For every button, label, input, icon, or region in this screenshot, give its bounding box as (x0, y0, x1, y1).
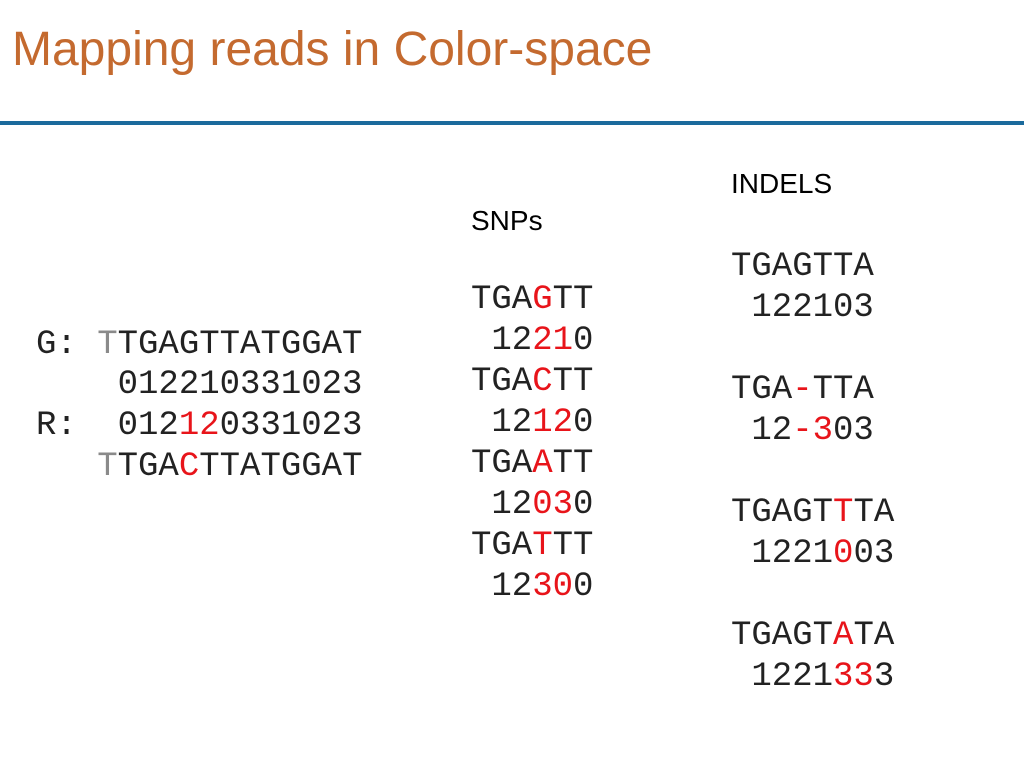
segment: 21 (532, 322, 574, 360)
segment: TGA (471, 527, 533, 565)
segment: TGAGT (731, 617, 834, 655)
segment: TGA (471, 445, 533, 483)
indel-line: TGAGTTA (731, 250, 874, 284)
segment: TT (552, 363, 594, 401)
segment: TGA (471, 363, 533, 401)
segment: TT (552, 445, 594, 483)
segment: C (178, 448, 200, 486)
snp-line: TGATTT (471, 529, 593, 563)
segment: 03 (532, 486, 574, 524)
genome-line: G: TTGAGTTATGGAT (36, 328, 362, 362)
segment: 12 (178, 407, 220, 445)
segment: 12 (471, 486, 533, 524)
segment: T (97, 448, 118, 486)
segment: TGAGTTA (731, 248, 874, 286)
segment: TTATGGAT (199, 448, 363, 486)
read-line: TTGACTTATGGAT (36, 450, 362, 484)
segment: 12 (532, 404, 574, 442)
segment: TGA (471, 281, 533, 319)
segment: 012210331023 (36, 366, 363, 404)
segment: 122103 (731, 289, 874, 327)
segment: T (833, 494, 854, 532)
indel-line: TGAGTATA (731, 619, 894, 653)
slide-title: Mapping reads in Color-space (12, 23, 653, 76)
segment: 33 (833, 658, 874, 696)
indels-heading: INDELS (731, 168, 833, 199)
snp-line: 12120 (471, 406, 593, 440)
genome-colors: 012210331023 (36, 366, 363, 404)
indel-line: 12-303 (731, 412, 874, 450)
segment: - (792, 371, 813, 409)
snp-line: TGACTT (471, 365, 593, 399)
segment: A (532, 445, 553, 483)
title-rule (0, 121, 1024, 125)
segment: C (532, 363, 553, 401)
snp-line: 12210 (471, 324, 593, 358)
segment: 12 (471, 404, 533, 442)
segment: TGA (731, 371, 793, 409)
indel-line: TGAGTTTA (731, 496, 894, 530)
segment: T (97, 326, 118, 364)
segment: 0 (573, 486, 594, 524)
segment: 12 (471, 568, 533, 606)
segment: TGAGTTATGGAT (117, 326, 363, 364)
segment: 0 (573, 322, 594, 360)
segment: 03 (853, 535, 895, 573)
indel-line: 1221333 (731, 660, 894, 694)
segment: T (532, 527, 553, 565)
segment: TT (552, 281, 594, 319)
segment: TA (853, 494, 895, 532)
segment: TGAGT (731, 494, 834, 532)
snp-line: TGAGTT (471, 283, 593, 317)
indel-line: 1221003 (731, 537, 894, 571)
segment: 12 (471, 322, 533, 360)
segment: 3 (873, 658, 895, 696)
segment: TA (853, 617, 895, 655)
snp-line: TGAATT (471, 447, 593, 481)
segment: -3 (792, 412, 834, 450)
segment: R: 012 (36, 407, 179, 445)
segment: TTA (812, 371, 874, 409)
segment: 1221 (731, 658, 834, 696)
segment: 0331023 (219, 407, 363, 445)
snp-line: 12030 (471, 488, 593, 522)
snp-line: 12300 (471, 570, 593, 604)
segment: A (833, 617, 854, 655)
segment: G (532, 281, 553, 319)
segment: 03 (833, 412, 874, 450)
read-colors: R: 012120331023 (36, 409, 362, 443)
segment: 30 (532, 568, 574, 606)
segment (36, 448, 97, 486)
indel-line: TGA-TTA (731, 373, 874, 407)
segment: 0 (573, 568, 594, 606)
segment: TGA (117, 448, 179, 486)
segment: TT (552, 527, 594, 565)
segment: 1221 (731, 535, 834, 573)
segment: 12 (731, 412, 793, 450)
segment: 0 (573, 404, 594, 442)
segment: G: (36, 326, 98, 364)
indel-line: 122103 (731, 289, 874, 327)
segment: 0 (833, 535, 854, 573)
snps-heading: SNPs (471, 205, 543, 236)
